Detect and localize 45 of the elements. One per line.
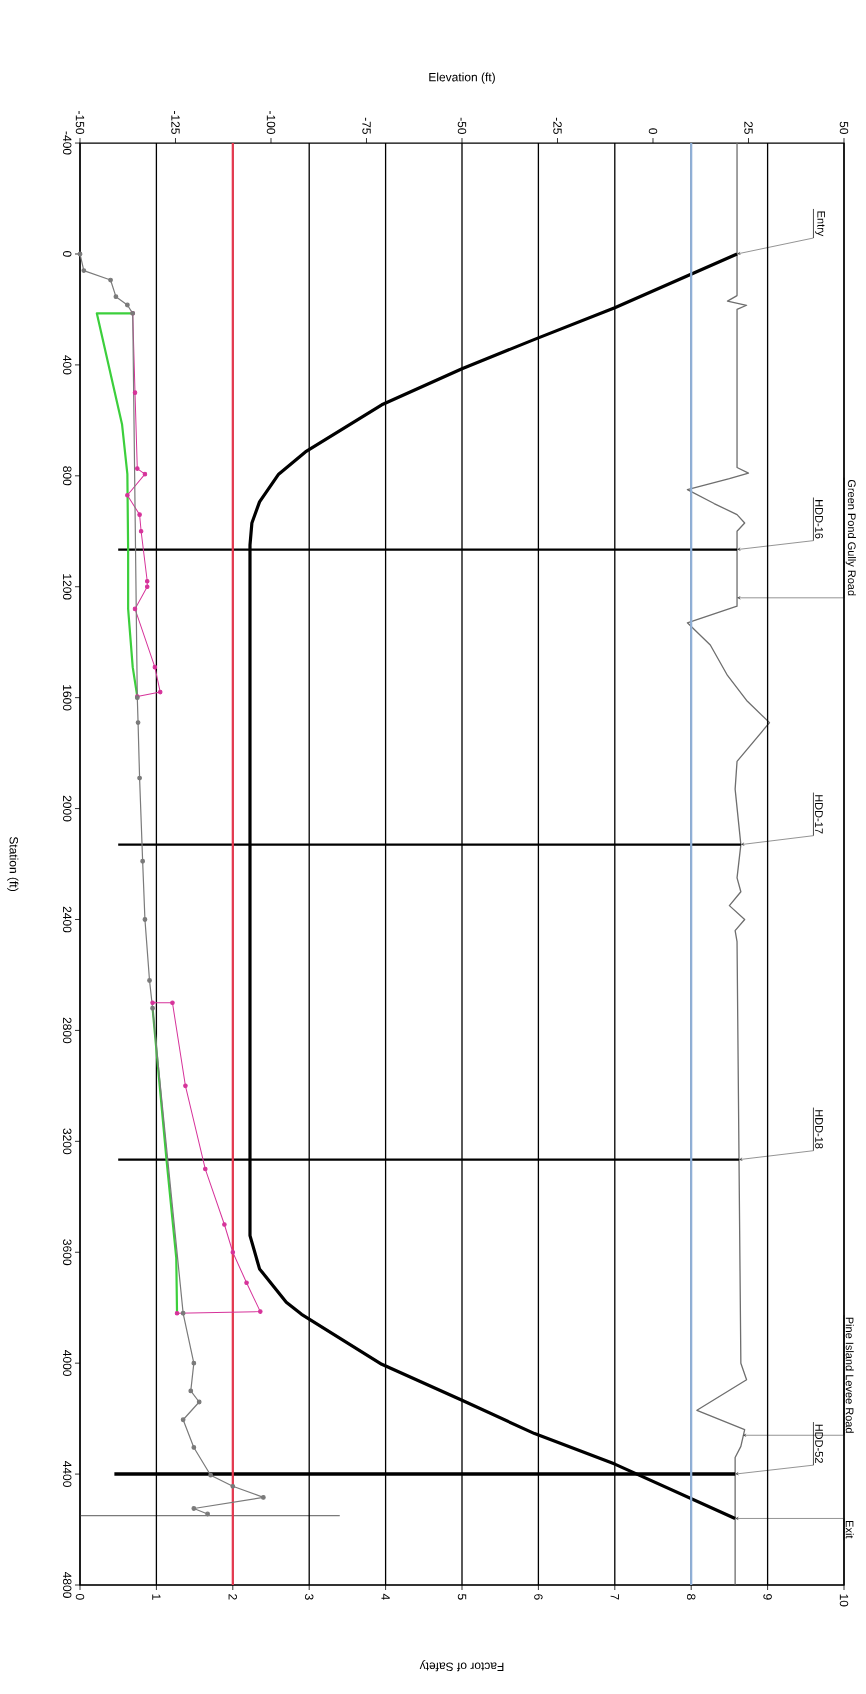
x2-tick-label: 9 [763,1594,772,1600]
x2-tick-label: 5 [457,1594,467,1600]
x2-tick-label: 1 [152,1594,161,1600]
x2-tick-label: 0 [75,1594,85,1600]
x2-tick-label: 4 [381,1593,390,1600]
annotation: Entry [815,211,825,237]
y-tick-label: 1200 [62,574,72,600]
y-tick-label: 4800 [62,1571,72,1598]
y-tick-label: 3200 [62,1128,72,1155]
y-tick-label: 2400 [62,906,72,933]
x-axis-title: Elevation (ft) [429,72,495,84]
annotation: Green Pond Gully Road [845,479,856,596]
x2-tick-label: 3 [304,1594,314,1600]
x-tick-label: 25 [744,121,753,135]
x-tick-label: 50 [839,121,849,135]
x2-tick-label: 6 [534,1594,543,1600]
x2-tick-label: 2 [228,1594,237,1600]
x-tick-label: -100 [266,111,276,135]
x-tick-label: -25 [553,117,562,135]
x2-axis-title: Factor of Safety [419,1660,504,1672]
y-axis-title: Station (ft) [7,836,19,891]
annotation: Pine Island Levee Road [845,1317,854,1433]
x-tick-label: -50 [457,117,467,135]
y-tick-label: 3600 [62,1239,72,1266]
x-tick-label: -125 [171,111,180,135]
y-tick-label: 2000 [62,795,72,822]
x2-tick-label: 8 [686,1594,696,1600]
x2-tick-label: 7 [610,1594,619,1600]
y-tick-label: -400 [62,131,72,155]
y-tick-label: 400 [62,355,72,375]
annotation: HDD-16 [815,500,823,539]
annotation: HDD-17 [815,795,823,834]
y-tick-label: 2800 [62,1017,72,1044]
y-tick-label: 4000 [62,1350,72,1377]
y-tick-label: 1600 [62,685,72,711]
y-tick-label: 4400 [62,1461,72,1487]
x-tick-label: -75 [362,117,371,135]
annotation: HDD-18 [815,1110,823,1149]
y-tick-label: 800 [62,466,72,486]
annotation: Exit [845,1521,854,1539]
x-tick-label: 0 [648,128,658,135]
y-tick-label: 0 [62,251,72,257]
x2-tick-label: 10 [839,1594,849,1607]
annotation: HDD-52 [815,1424,823,1463]
x-tick-label: -150 [75,111,85,135]
